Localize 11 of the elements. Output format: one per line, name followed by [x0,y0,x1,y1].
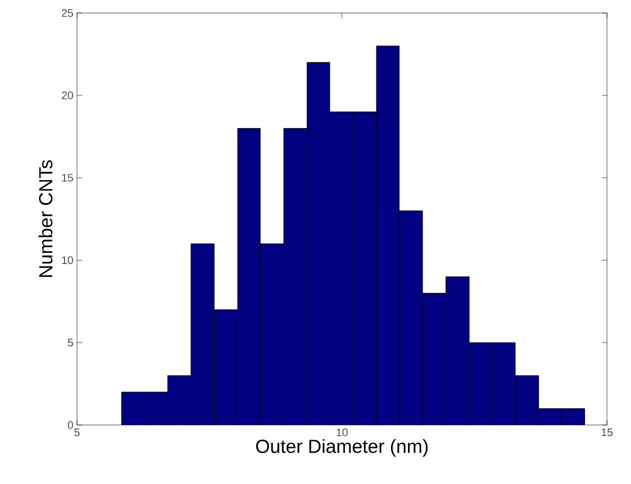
x-tick-label: 15 [602,428,613,436]
x-tick-label: 5 [74,428,80,436]
y-tick-label: 5 [68,338,74,346]
y-tick-label: 0 [68,421,74,429]
y-tick-label: 25 [62,9,74,17]
y-tick-label: 10 [62,256,74,264]
x-tick-label: 10 [336,428,348,436]
y-tick-label: 20 [62,92,74,100]
y-axis-title: Number CNTs [38,160,52,277]
y-tick-label: 15 [62,174,74,182]
x-axis-title: Outer Diameter (nm) [256,439,428,457]
